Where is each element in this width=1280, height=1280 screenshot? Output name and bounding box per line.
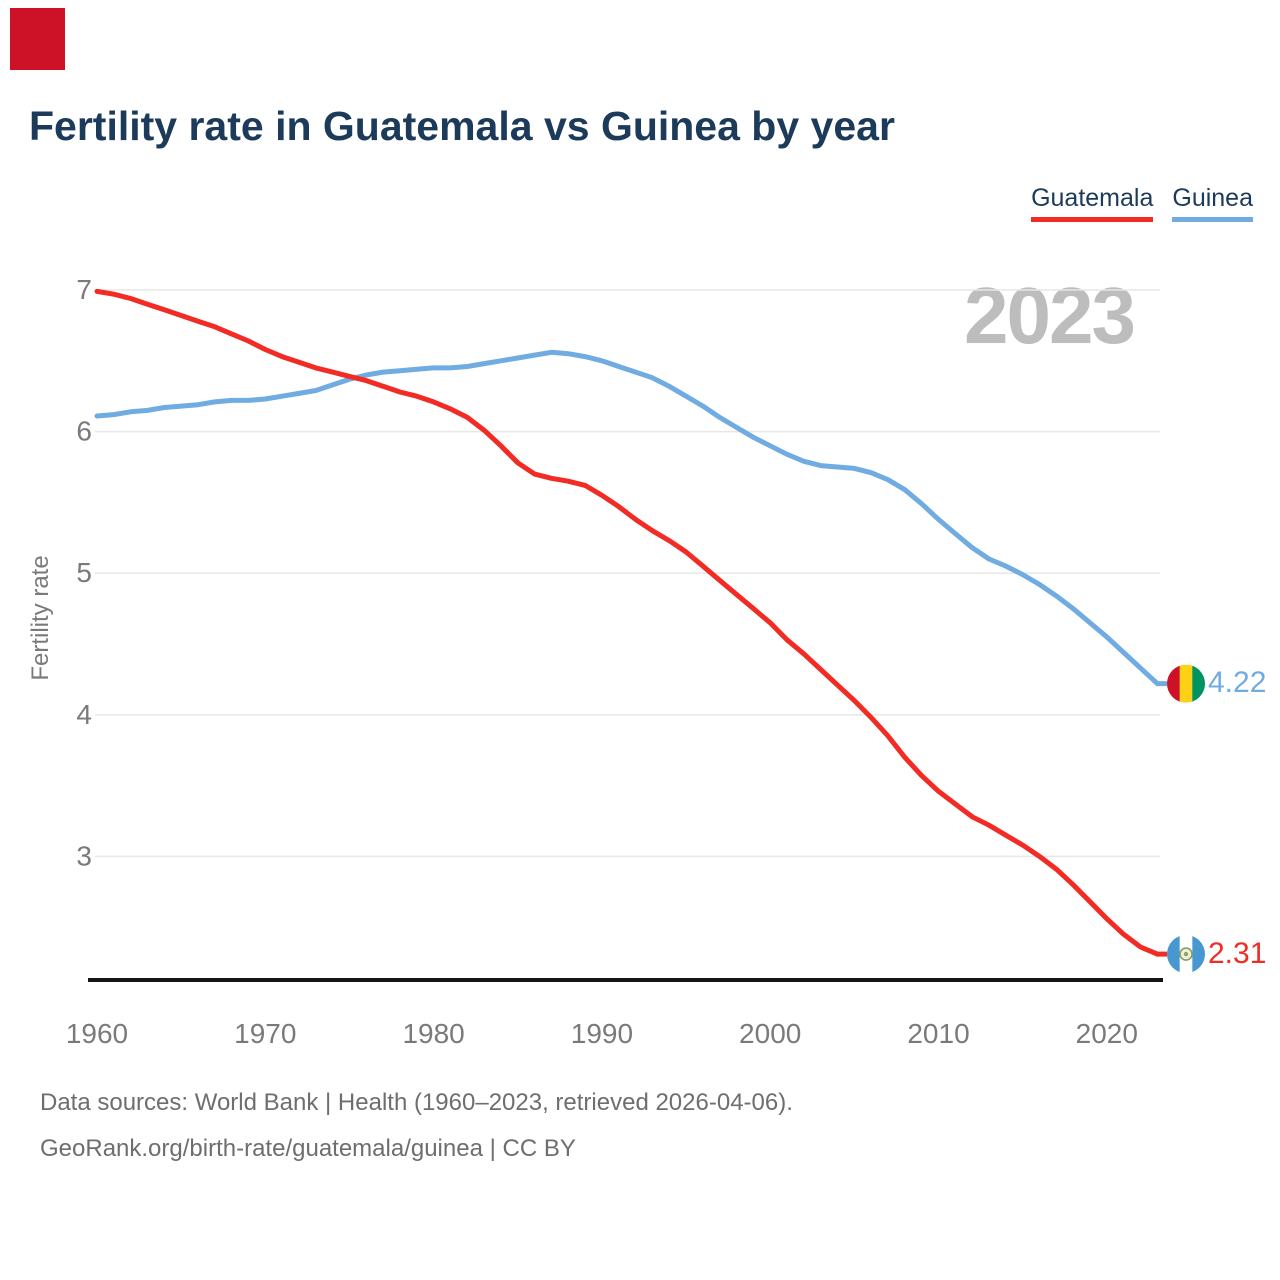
x-tick-label: 1960 [66,1018,128,1049]
guinea-end-value: 4.22 [1208,666,1267,699]
x-tick-label: 2020 [1076,1018,1138,1049]
guinea-flag-icon [1167,664,1205,703]
x-tick-label: 1970 [234,1018,296,1049]
legend-item-guatemala[interactable]: Guatemala [1031,184,1154,222]
legend-item-guinea[interactable]: Guinea [1172,184,1253,222]
y-tick-label: 7 [76,274,92,305]
legend: Guatemala Guinea [1031,184,1253,222]
guatemala-flag-icon [1167,935,1205,974]
y-tick-label: 4 [76,699,92,730]
x-tick-label: 2000 [739,1018,801,1049]
brand-logo-square [10,8,65,70]
footer-sources-line: Data sources: World Bank | Health (1960–… [40,1089,793,1116]
y-tick-label: 6 [76,416,92,447]
guinea-line [94,349,1160,687]
legend-label-guinea: Guinea [1172,184,1253,222]
guatemala-end-value: 2.31 [1208,937,1267,970]
x-tick-label: 2010 [907,1018,969,1049]
legend-label-guatemala: Guatemala [1031,184,1154,222]
footer-attribution-line: GeoRank.org/birth-rate/guatemala/guinea … [40,1135,576,1162]
x-tick-label: 1980 [402,1018,464,1049]
footer: Data sources: World Bank | Health (1960–… [40,1080,793,1172]
y-tick-label: 3 [76,840,92,871]
y-axis-label: Fertility rate [27,555,54,680]
x-tick-label: 1990 [571,1018,633,1049]
chart-title: Fertility rate in Guatemala vs Guinea by… [29,103,895,149]
guatemala-line [94,288,1160,957]
watermark-year: 2023 [964,271,1136,360]
y-tick-label: 5 [76,557,92,588]
